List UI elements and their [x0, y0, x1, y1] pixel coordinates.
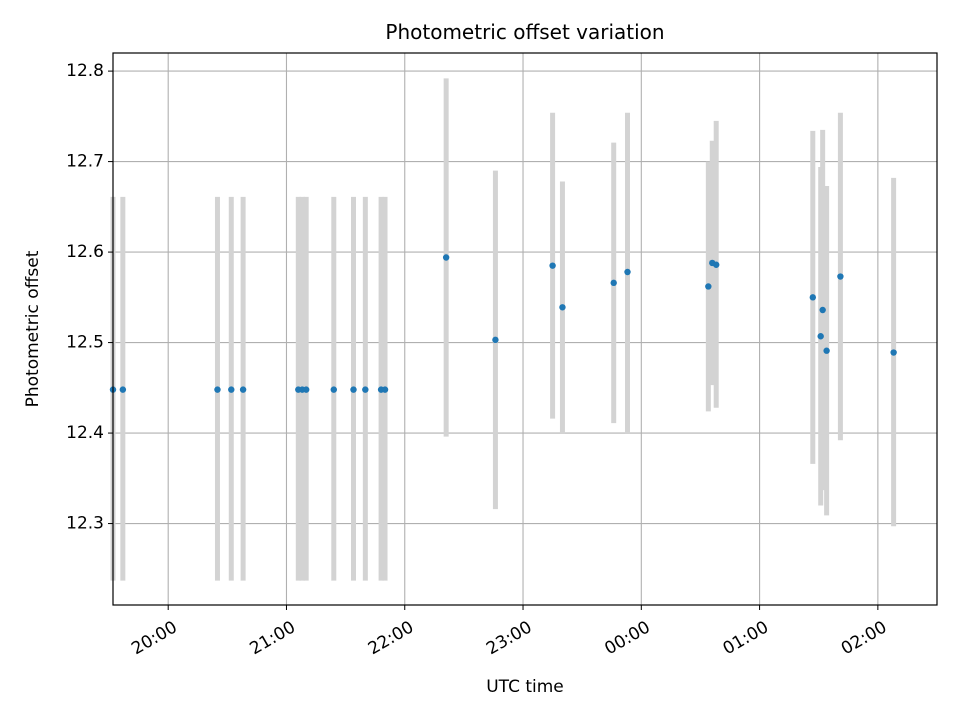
data-point — [819, 306, 826, 314]
y-tick-label: 12.4 — [66, 423, 104, 443]
data-point — [442, 254, 450, 261]
data-points — [109, 254, 897, 393]
data-point — [817, 333, 824, 340]
data-point — [350, 386, 357, 393]
y-axis-label: Photometric offset — [23, 250, 43, 407]
data-point — [713, 261, 720, 268]
data-point — [381, 386, 389, 393]
data-point — [214, 386, 221, 393]
y-tick-label: 12.8 — [66, 61, 104, 81]
x-axis-label: UTC time — [486, 677, 564, 697]
chart-title: Photometric offset variation — [385, 20, 664, 44]
data-point — [330, 386, 337, 393]
data-point — [228, 386, 235, 393]
data-point — [119, 386, 127, 393]
y-tick-label: 12.3 — [66, 514, 104, 534]
data-point — [362, 386, 369, 393]
y-tick-label: 12.7 — [66, 152, 104, 172]
data-point — [302, 386, 310, 393]
y-tick-label: 12.5 — [66, 333, 104, 353]
data-point — [705, 283, 712, 290]
data-point — [837, 273, 844, 280]
data-point — [624, 268, 631, 276]
y-tick-label: 12.6 — [66, 242, 104, 262]
data-point — [809, 294, 817, 301]
data-point — [610, 279, 617, 287]
data-point — [823, 347, 830, 354]
data-point — [549, 262, 556, 269]
data-point — [239, 386, 247, 393]
data-point — [492, 336, 499, 344]
data-point — [890, 349, 897, 356]
plot-frame — [112, 52, 938, 606]
grid — [113, 53, 937, 605]
data-point — [559, 304, 566, 311]
